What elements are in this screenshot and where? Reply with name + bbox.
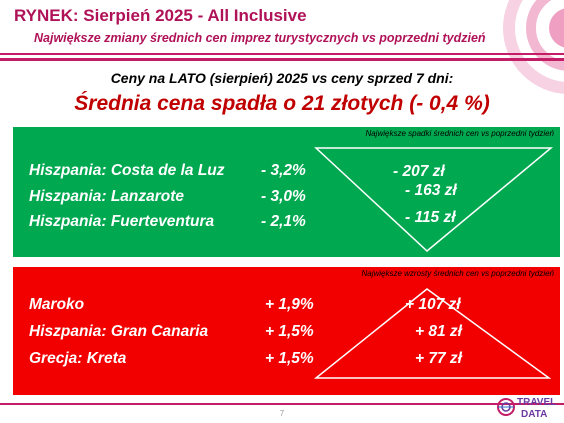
- decrease-destination: Hiszpania: Costa de la Luz: [29, 162, 225, 179]
- decrease-destination: Hiszpania: Lanzarote: [29, 188, 185, 205]
- increases-panel: Największe wzrosty średnich cen vs poprz…: [12, 266, 561, 396]
- logo-text-data: DATA: [521, 409, 547, 420]
- decrease-amount: - 115 zł: [405, 209, 456, 226]
- up-triangle-icon: [313, 288, 552, 379]
- headline: Średnia cena spadła o 21 złotych (- 0,4 …: [74, 92, 490, 115]
- page-number: 7: [279, 409, 285, 418]
- decorative-circles-icon: [503, 0, 564, 94]
- increase-percent: + 1,5%: [265, 323, 314, 340]
- logo-text-travel: TRAVEL: [517, 397, 556, 408]
- decrease-percent: - 3,2%: [261, 162, 306, 179]
- increase-destination: Grecja: Kreta: [29, 350, 127, 367]
- page-subtitle: Największe zmiany średnich cen imprez tu…: [34, 31, 486, 45]
- decrease-amount: - 163 zł: [405, 182, 457, 199]
- intro-text: Ceny na LATO (sierpień) 2025 vs ceny spr…: [110, 70, 454, 86]
- page-title: RYNEK: Sierpień 2025 - All Inclusive: [14, 6, 307, 25]
- decrease-percent: - 3,0%: [261, 188, 306, 205]
- header-divider-thick: [0, 58, 564, 61]
- decrease-amount: - 207 zł: [393, 163, 445, 180]
- increases-title: Największe wzrosty średnich cen vs poprz…: [361, 269, 554, 278]
- increase-amount: + 107 zł: [405, 296, 461, 313]
- increase-destination: Maroko: [29, 296, 85, 313]
- increase-amount: + 81 zł: [415, 323, 462, 340]
- down-triangle-icon: [314, 147, 554, 252]
- decrease-percent: - 2,1%: [261, 213, 306, 230]
- travel-data-logo-icon: TRAVEL DATA: [497, 397, 556, 420]
- footer-divider: [0, 403, 564, 405]
- decreases-title: Największe spadki średnich cen vs poprze…: [365, 129, 554, 138]
- increase-percent: + 1,9%: [265, 296, 314, 313]
- increase-destination: Hiszpania: Gran Canaria: [29, 323, 209, 340]
- decreases-panel: Największe spadki średnich cen vs poprze…: [12, 126, 561, 258]
- increase-amount: + 77 zł: [415, 350, 462, 367]
- decrease-destination: Hiszpania: Fuerteventura: [29, 213, 215, 230]
- increase-percent: + 1,5%: [265, 350, 314, 367]
- header-divider: [0, 53, 564, 55]
